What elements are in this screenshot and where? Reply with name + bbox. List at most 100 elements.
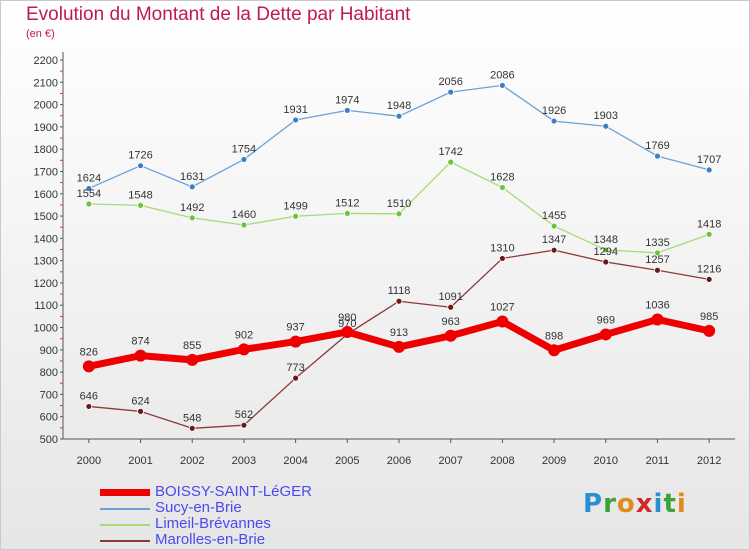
data-point	[548, 344, 561, 357]
y-tick-label: 600	[40, 412, 58, 424]
x-tick-label: 2009	[542, 455, 566, 467]
data-point	[188, 214, 196, 222]
data-point	[550, 222, 558, 230]
data-point	[703, 324, 716, 337]
data-point	[705, 230, 713, 238]
data-point	[289, 335, 302, 348]
data-label: 1499	[283, 200, 307, 212]
data-label: 913	[390, 327, 408, 339]
data-point	[82, 360, 95, 373]
y-tick-label: 1600	[34, 189, 58, 201]
legend-label: BOISSY-SAINT-LéGER	[155, 483, 313, 500]
logo-letter: i	[676, 489, 687, 519]
data-label: 1931	[283, 104, 307, 116]
series-line	[88, 249, 710, 429]
data-point	[395, 112, 403, 120]
data-label: 1726	[128, 150, 152, 162]
y-tick-label: 500	[40, 434, 58, 446]
data-label: 1510	[387, 198, 411, 210]
data-point	[550, 246, 558, 254]
x-tick-label: 2005	[335, 455, 359, 467]
data-label: 1118	[388, 285, 411, 297]
y-tick-label: 1900	[34, 122, 58, 134]
data-label: 1036	[645, 300, 669, 312]
data-label: 1294	[594, 246, 618, 258]
chart-title: Evolution du Montant de la Dette par Hab…	[26, 4, 411, 25]
x-tick-label: 2002	[180, 455, 204, 467]
x-tick-label: 2010	[594, 455, 618, 467]
data-label: 1348	[594, 234, 618, 246]
y-tick-label: 1400	[34, 233, 58, 245]
x-tick-label: 2012	[697, 455, 721, 467]
data-point	[447, 158, 455, 166]
data-label: 624	[131, 395, 149, 407]
data-label: 1418	[697, 218, 721, 230]
data-label: 1216	[697, 263, 721, 275]
legend-label: Marolles-en-Brie	[155, 531, 266, 548]
data-label: 1455	[542, 210, 566, 222]
data-point	[705, 275, 713, 283]
data-label: 1769	[645, 140, 669, 152]
data-point	[237, 343, 250, 356]
data-label: 1754	[232, 143, 256, 155]
y-tick-label: 1100	[34, 300, 58, 312]
data-point	[654, 152, 661, 160]
data-label: 562	[235, 409, 253, 421]
data-label: 898	[545, 330, 563, 342]
data-point	[602, 258, 610, 266]
x-tick-label: 2001	[128, 455, 152, 467]
data-label: 1742	[438, 146, 462, 158]
data-label: 855	[183, 340, 201, 352]
y-tick-label: 1200	[34, 278, 58, 290]
data-point	[292, 212, 300, 220]
data-point	[134, 349, 147, 362]
legend-swatch	[100, 540, 150, 542]
data-point	[395, 210, 403, 218]
y-tick-label: 1700	[34, 166, 58, 178]
data-point	[137, 201, 144, 209]
x-tick-label: 2000	[77, 455, 101, 467]
data-label: 874	[131, 336, 149, 348]
data-label: 646	[80, 390, 98, 402]
data-point	[444, 329, 457, 342]
y-tick-label: 1800	[34, 144, 58, 156]
data-point	[705, 166, 713, 174]
data-label: 1512	[335, 197, 359, 209]
y-tick-label: 2000	[34, 100, 58, 112]
data-label: 1492	[180, 202, 204, 214]
data-point	[85, 403, 93, 410]
data-point	[393, 340, 405, 353]
y-tick-label: 1300	[34, 256, 58, 268]
x-tick-label: 2011	[646, 455, 670, 467]
data-point	[498, 184, 506, 191]
data-label: 969	[597, 314, 615, 326]
data-label: 1460	[232, 209, 256, 221]
x-tick-label: 2004	[283, 455, 307, 467]
data-label: 1631	[180, 171, 204, 183]
data-label: 937	[286, 322, 304, 334]
data-point	[498, 82, 506, 89]
data-label: 1347	[542, 234, 566, 246]
logo-letter: r	[603, 489, 617, 519]
data-point	[550, 117, 558, 125]
legend-label: Sucy-en-Brie	[155, 499, 242, 516]
logo-letter: o	[616, 489, 636, 519]
y-tick-label: 900	[40, 345, 58, 357]
data-label: 548	[183, 412, 201, 424]
data-label: 1091	[438, 291, 462, 303]
data-label: 1257	[645, 254, 669, 266]
data-point	[395, 297, 403, 305]
data-label: 1903	[594, 110, 618, 122]
data-point	[599, 328, 612, 341]
data-label: 1554	[77, 188, 101, 200]
y-tick-label: 1000	[34, 323, 58, 335]
data-label: 773	[286, 362, 304, 374]
data-label: 963	[442, 316, 460, 328]
data-point	[447, 303, 455, 311]
x-tick-label: 2006	[387, 455, 411, 467]
data-point	[137, 407, 144, 415]
data-point	[186, 353, 199, 366]
data-point	[188, 424, 196, 432]
data-point	[602, 246, 610, 254]
